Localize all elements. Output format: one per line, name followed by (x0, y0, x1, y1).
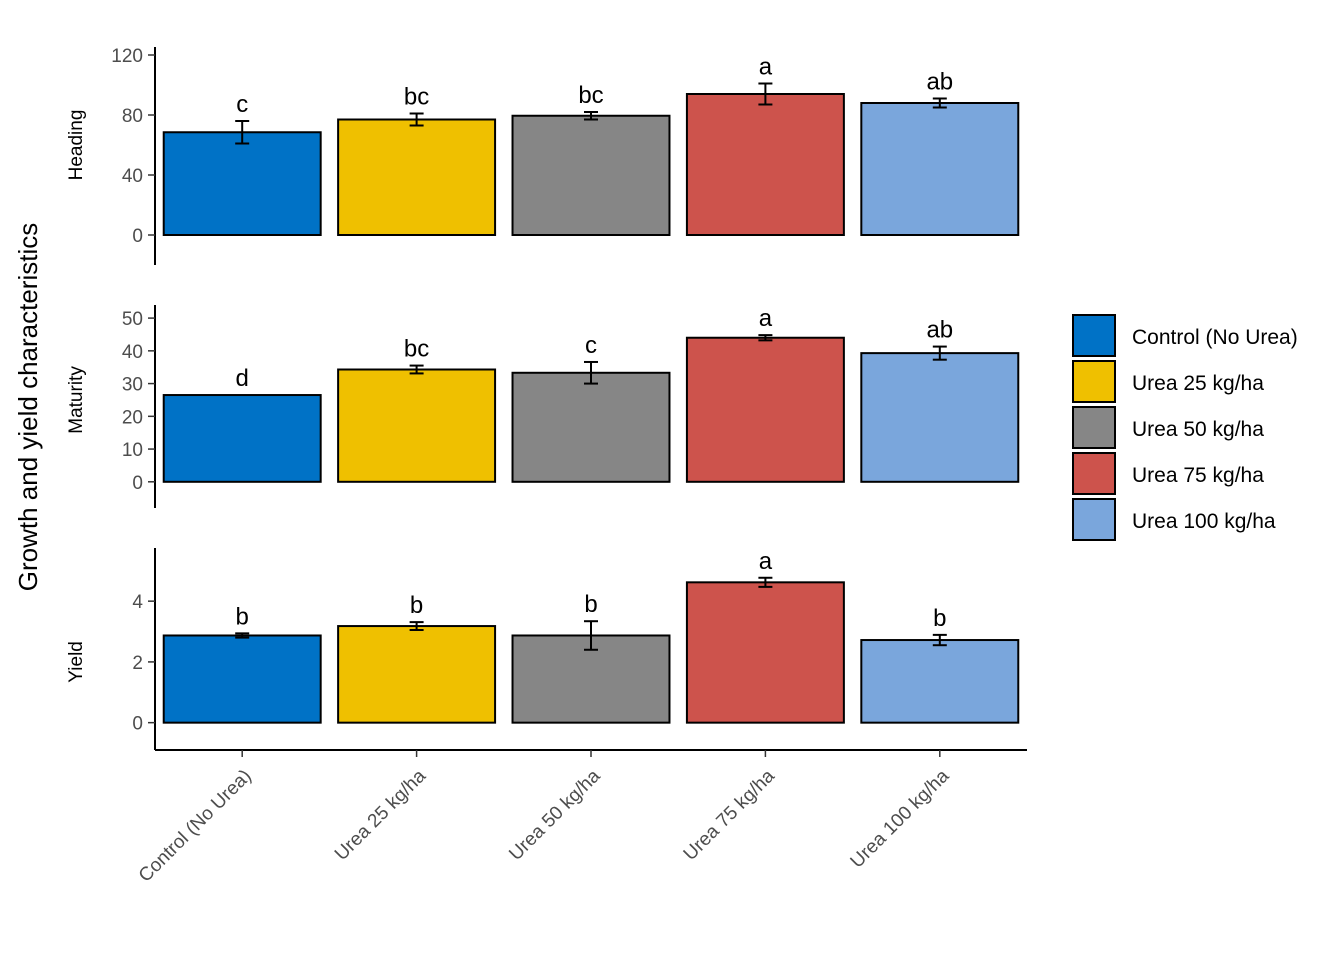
significance-letter: bc (404, 84, 429, 111)
bar-urea-100-kg-ha (860, 102, 1020, 236)
y-tick-label: 120 (111, 46, 143, 67)
significance-letter: ab (926, 317, 953, 344)
y-tick-label: 40 (122, 166, 143, 187)
y-tick-label: 4 (132, 592, 143, 613)
bar-urea-25-kg-ha (337, 368, 497, 483)
legend-swatch (1072, 314, 1116, 357)
bar-urea-75-kg-ha (685, 93, 845, 236)
bar-urea-75-kg-ha (685, 336, 845, 483)
x-tick-label: Urea 75 kg/ha (680, 765, 780, 865)
legend-item-urea-25-kg-ha: Urea 25 kg/ha (1072, 360, 1264, 403)
y-tick-label: 0 (132, 226, 143, 247)
significance-letter: a (759, 305, 773, 332)
error-bar (409, 621, 424, 632)
significance-letter: a (759, 548, 773, 575)
panel-heading: 0 40 80 120 Heading c bc bc a ab (66, 46, 1020, 265)
y-axis-title: Growth and yield characteristics (13, 223, 43, 591)
error-bar (584, 360, 598, 385)
significance-letter: b (584, 591, 597, 618)
legend-item-control-no-urea: Control (No Urea) (1072, 314, 1298, 357)
bar-urea-50-kg-ha (511, 114, 671, 236)
x-tick-label: Control (No Urea) (135, 766, 256, 887)
error-bar (758, 82, 773, 106)
y-tick-label: 50 (122, 309, 143, 330)
bar-urea-25-kg-ha (337, 118, 497, 236)
legend-label: Urea 75 kg/ha (1132, 464, 1264, 487)
bar-urea-25-kg-ha (337, 625, 497, 724)
panel-label: Heading (66, 110, 87, 181)
y-tick-label: 30 (122, 375, 143, 396)
legend-swatch (1072, 360, 1116, 403)
legend-item-urea-100-kg-ha: Urea 100 kg/ha (1072, 498, 1276, 541)
significance-letter: bc (578, 82, 603, 109)
significance-letter: c (585, 332, 597, 359)
significance-letter: c (236, 91, 248, 118)
bar-control-no-urea (162, 394, 322, 483)
significance-letter: ab (926, 69, 953, 96)
y-tick-label: 40 (122, 342, 143, 363)
bar-urea-100-kg-ha (860, 639, 1020, 724)
significance-letter: b (236, 603, 249, 630)
error-bar (235, 120, 250, 145)
x-tick-label: Urea 25 kg/ha (331, 765, 431, 865)
x-tick-label: Urea 50 kg/ha (505, 765, 605, 865)
error-bar (584, 620, 598, 651)
error-bar (584, 111, 598, 121)
error-bar (235, 632, 250, 639)
bar-urea-100-kg-ha (860, 352, 1020, 483)
error-bar (932, 633, 947, 647)
bar-control-no-urea (162, 634, 322, 724)
legend-swatch (1072, 406, 1116, 449)
y-tick-label: 2 (132, 653, 143, 674)
bar-urea-75-kg-ha (685, 581, 845, 724)
y-tick-label: 80 (122, 106, 143, 127)
legend-item-urea-75-kg-ha: Urea 75 kg/ha (1072, 452, 1264, 495)
bar-urea-50-kg-ha (511, 371, 671, 483)
y-tick-label: 0 (132, 714, 143, 735)
error-bar (758, 576, 773, 588)
significance-letter: b (933, 605, 946, 632)
panel-label: Maturity (66, 366, 87, 434)
legend-swatch (1072, 452, 1116, 495)
y-tick-label: 10 (122, 440, 143, 461)
y-tick-label: 0 (132, 473, 143, 494)
y-tick-label: 20 (122, 407, 143, 428)
significance-letter: b (410, 592, 423, 619)
significance-letter: d (236, 365, 249, 392)
bar-control-no-urea (162, 131, 322, 236)
legend-label: Urea 25 kg/ha (1132, 372, 1264, 395)
significance-letter: a (759, 54, 773, 81)
error-bar (409, 112, 424, 127)
significance-letter: bc (404, 336, 429, 363)
error-bar (409, 364, 424, 375)
error-bar (758, 334, 773, 342)
legend: Control (No Urea) Urea 25 kg/ha Urea 50 kg… (1072, 314, 1298, 541)
legend-swatch (1072, 498, 1116, 541)
x-axis: Control (No Urea) Urea 25 kg/ha Urea 50 kg… (135, 749, 1027, 887)
legend-label: Urea 100 kg/ha (1132, 510, 1276, 533)
legend-label: Control (No Urea) (1132, 326, 1298, 349)
x-tick-label: Urea 100 kg/ha (847, 765, 954, 872)
panel-yield: 0 2 4 Yield b b b a b (66, 548, 1020, 750)
legend-item-urea-50-kg-ha: Urea 50 kg/ha (1072, 406, 1264, 449)
panel-maturity: 0 10 20 30 40 50 Maturity d bc c a ab (66, 305, 1020, 508)
error-bar (932, 97, 947, 109)
legend-label: Urea 50 kg/ha (1132, 418, 1264, 441)
panel-label: Yield (66, 641, 87, 683)
error-bar (932, 345, 947, 361)
